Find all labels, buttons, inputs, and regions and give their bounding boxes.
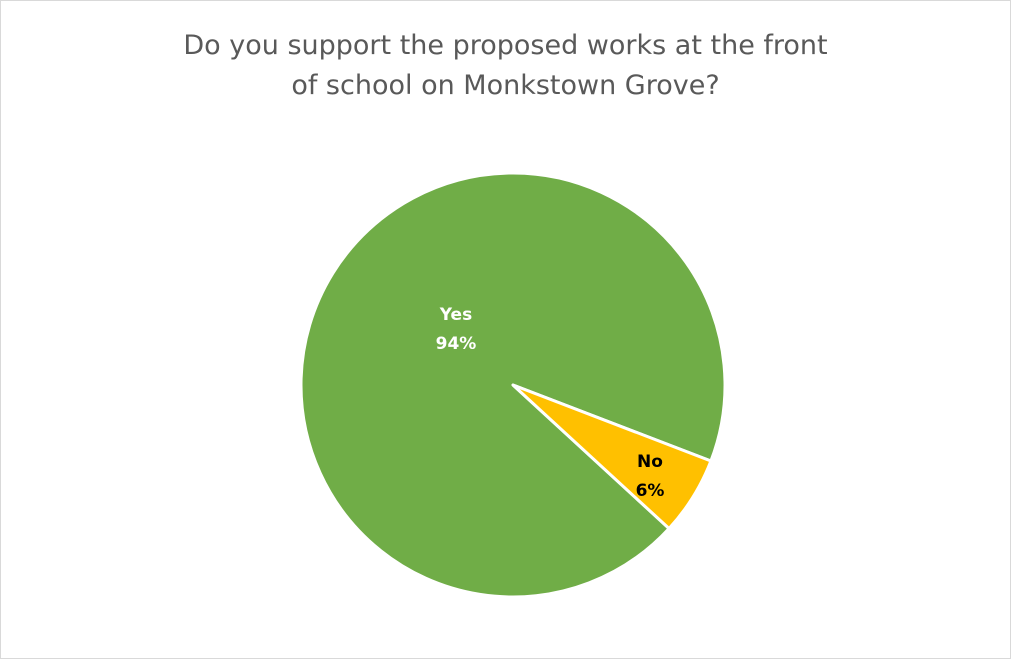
pie-labels: Yes 94% No 6%: [436, 305, 665, 501]
slice-label-yes: Yes: [439, 305, 472, 325]
slice-label-no: No: [637, 452, 663, 472]
chart-title-line-1: Do you support the proposed works at the…: [183, 30, 828, 61]
pie-slice-no: [511, 383, 713, 530]
slice-value-label-yes: 94%: [436, 334, 477, 354]
pie-slices: [299, 171, 727, 599]
slice-value-label-no: 6%: [636, 481, 665, 501]
chart-title-line-2: of school on Monkstown Grove?: [291, 70, 720, 101]
chart-title: Do you support the proposed works at the…: [0, 26, 1011, 106]
